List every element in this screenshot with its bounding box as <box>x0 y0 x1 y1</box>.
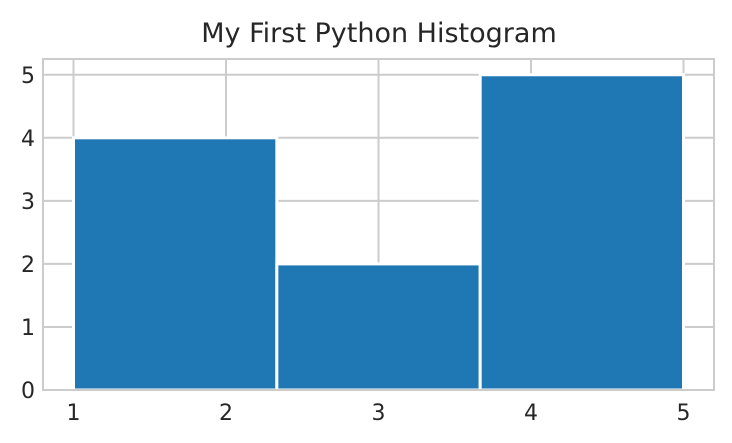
y-tick-label-2: 2 <box>21 253 35 278</box>
y-tick-label-5: 5 <box>21 64 35 89</box>
x-axis-ticks: 1 2 3 4 5 <box>67 401 691 426</box>
y-axis-ticks: 0 1 2 3 4 5 <box>21 64 35 404</box>
histogram-bar-2 <box>275 262 482 392</box>
x-tick-label-4: 4 <box>524 401 538 426</box>
histogram-bars <box>72 73 685 392</box>
histogram-bar-1 <box>72 136 279 392</box>
x-tick-label-1: 1 <box>67 401 81 426</box>
x-tick-label-3: 3 <box>372 401 386 426</box>
x-tick-label-2: 2 <box>219 401 233 426</box>
chart-title: My First Python Histogram <box>201 18 557 49</box>
histogram-bar-3 <box>478 73 685 392</box>
plot-frame <box>42 58 715 391</box>
y-tick-label-1: 1 <box>21 316 35 341</box>
y-tick-label-4: 4 <box>21 127 35 152</box>
y-tick-label-0: 0 <box>21 379 35 404</box>
y-tick-label-3: 3 <box>21 190 35 215</box>
x-tick-label-5: 5 <box>677 401 691 426</box>
